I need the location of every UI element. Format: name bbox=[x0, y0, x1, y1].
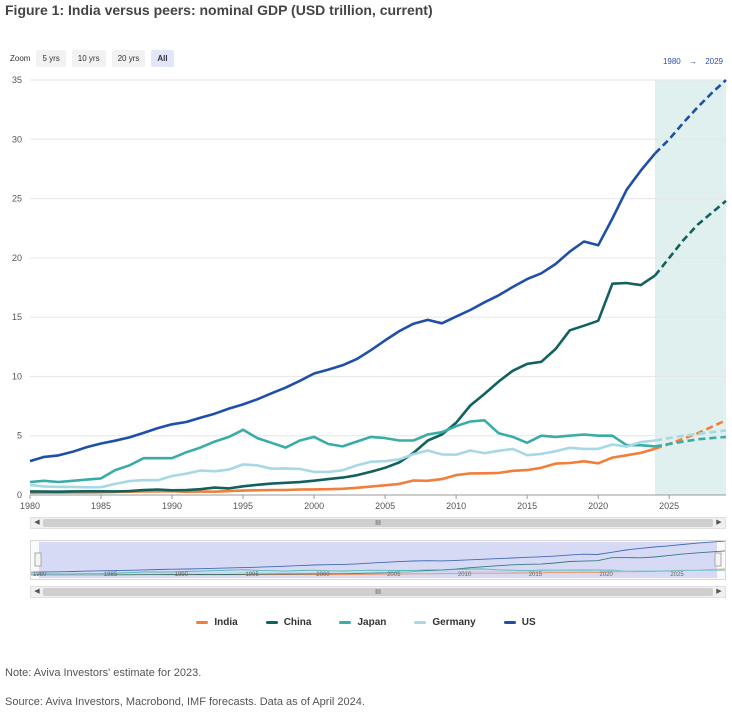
range-from-input[interactable]: 1980 bbox=[662, 57, 681, 66]
navigator-tick-label: 2025 bbox=[670, 572, 684, 578]
series-line-germany bbox=[29, 439, 656, 489]
navigator-line-china bbox=[31, 550, 726, 576]
navigator-tick-label: 2000 bbox=[316, 572, 330, 578]
scrollbar-thumb[interactable]: III bbox=[43, 519, 713, 527]
navigator-tick-label: 2010 bbox=[458, 572, 472, 578]
top-scrollbar[interactable]: ◀ III ▶ bbox=[30, 517, 726, 529]
legend-label: China bbox=[283, 617, 312, 628]
series-forecast-china bbox=[653, 199, 727, 277]
y-tick-label: 30 bbox=[12, 134, 22, 144]
legend-swatch bbox=[196, 621, 209, 624]
zoom-all-button[interactable]: All bbox=[151, 50, 174, 67]
x-tick-label: 2020 bbox=[588, 501, 608, 510]
legend-label: US bbox=[521, 617, 536, 628]
navigator-line-us bbox=[30, 540, 726, 573]
navigator-tick-label: 1990 bbox=[175, 572, 189, 578]
scroll-left-icon[interactable]: ◀ bbox=[34, 519, 40, 526]
navigator-scrollbar-thumb[interactable]: III bbox=[43, 588, 713, 596]
y-tick-label: 5 bbox=[17, 431, 22, 441]
chart-title: Figure 1: India versus peers: nominal GD… bbox=[5, 2, 433, 18]
forecast-shading bbox=[654, 80, 726, 495]
zoom-label: Zoom bbox=[10, 54, 31, 63]
legend-item-germany[interactable]: Germany bbox=[414, 617, 476, 628]
navigator-tick-label: 2015 bbox=[529, 572, 543, 578]
navigator-tick-label: 2020 bbox=[600, 572, 614, 578]
legend-item-us[interactable]: US bbox=[503, 617, 536, 628]
navigator-tick-label: 1980 bbox=[33, 572, 47, 578]
series-forecast-us bbox=[654, 79, 727, 155]
y-tick-label: 10 bbox=[12, 371, 22, 381]
navigator-tick-label: 2005 bbox=[387, 572, 401, 578]
series-line-china bbox=[29, 274, 656, 494]
scrollbar-thumb-grip: III bbox=[375, 519, 381, 527]
navigator-series: 1980 1985 1990 1995 2000 2005 2010 2015 2020 2025 bbox=[30, 540, 726, 578]
x-tick-label: 2010 bbox=[446, 501, 466, 510]
series-line-us bbox=[29, 152, 657, 463]
navigator-line-japan bbox=[30, 568, 726, 575]
legend-swatch bbox=[503, 621, 516, 624]
note-text: Note: Aviva Investors' estimate for 2023… bbox=[5, 667, 202, 679]
zoom-10yrs-button[interactable]: 10 yrs bbox=[71, 50, 106, 67]
legend-item-china[interactable]: China bbox=[265, 617, 312, 628]
chart-legend: India China Japan Germany US bbox=[0, 617, 732, 628]
y-tick-label: 35 bbox=[12, 75, 22, 85]
y-tick-label: 20 bbox=[12, 253, 22, 263]
x-tick-label: 1985 bbox=[91, 501, 111, 510]
series-forecast-japan bbox=[654, 435, 727, 448]
zoom-5yrs-button[interactable]: 5 yrs bbox=[36, 50, 66, 67]
x-tick-label: 2000 bbox=[304, 501, 324, 510]
navigator-line-germany bbox=[30, 569, 726, 575]
y-tick-label: 0 bbox=[17, 490, 22, 500]
navigator-left-handle[interactable] bbox=[34, 552, 42, 567]
x-tick-label: 2015 bbox=[517, 501, 537, 510]
range-to-input[interactable]: 2029 bbox=[705, 57, 723, 66]
legend-label: India bbox=[214, 617, 238, 628]
navigator[interactable]: 1980 1985 1990 1995 2000 2005 2010 2015 2020 2025 bbox=[30, 540, 726, 580]
nav-scroll-left-icon[interactable]: ◀ bbox=[34, 588, 40, 595]
legend-label: Japan bbox=[357, 617, 387, 628]
scroll-right-icon[interactable]: ▶ bbox=[716, 519, 722, 526]
series-forecast-germany bbox=[654, 429, 727, 442]
date-range-selector: 1980 → 2029 bbox=[660, 57, 726, 66]
range-arrow: → bbox=[688, 57, 697, 66]
y-tick-label: 15 bbox=[12, 312, 22, 322]
x-tick-label: 1980 bbox=[20, 501, 40, 510]
legend-label: Germany bbox=[432, 617, 476, 628]
series-line-japan bbox=[29, 418, 656, 484]
nav-scroll-right-icon[interactable]: ▶ bbox=[716, 588, 722, 595]
zoom-controls: Zoom 5 yrs 10 yrs 20 yrs All bbox=[10, 50, 174, 67]
navigator-right-handle[interactable] bbox=[714, 552, 722, 567]
zoom-20yrs-button[interactable]: 20 yrs bbox=[111, 50, 146, 67]
legend-swatch bbox=[414, 621, 427, 624]
x-tick-label: 1990 bbox=[162, 501, 182, 510]
x-tick-label: 1995 bbox=[233, 501, 253, 510]
navigator-tick-label: 1985 bbox=[104, 572, 118, 578]
legend-swatch bbox=[339, 621, 352, 624]
y-tick-label: 25 bbox=[12, 194, 22, 204]
legend-swatch bbox=[265, 621, 278, 624]
navigator-tick-label: 1995 bbox=[245, 572, 259, 578]
legend-item-india[interactable]: India bbox=[196, 617, 238, 628]
navigator-scrollbar[interactable]: ◀ III ▶ bbox=[30, 586, 726, 598]
source-text: Source: Aviva Investors, Macrobond, IMF … bbox=[5, 696, 365, 708]
x-tick-label: 2005 bbox=[375, 501, 395, 510]
legend-item-japan[interactable]: Japan bbox=[339, 617, 386, 628]
x-tick-label: 2025 bbox=[659, 501, 679, 510]
navigator-thumb-grip: III bbox=[375, 588, 381, 596]
